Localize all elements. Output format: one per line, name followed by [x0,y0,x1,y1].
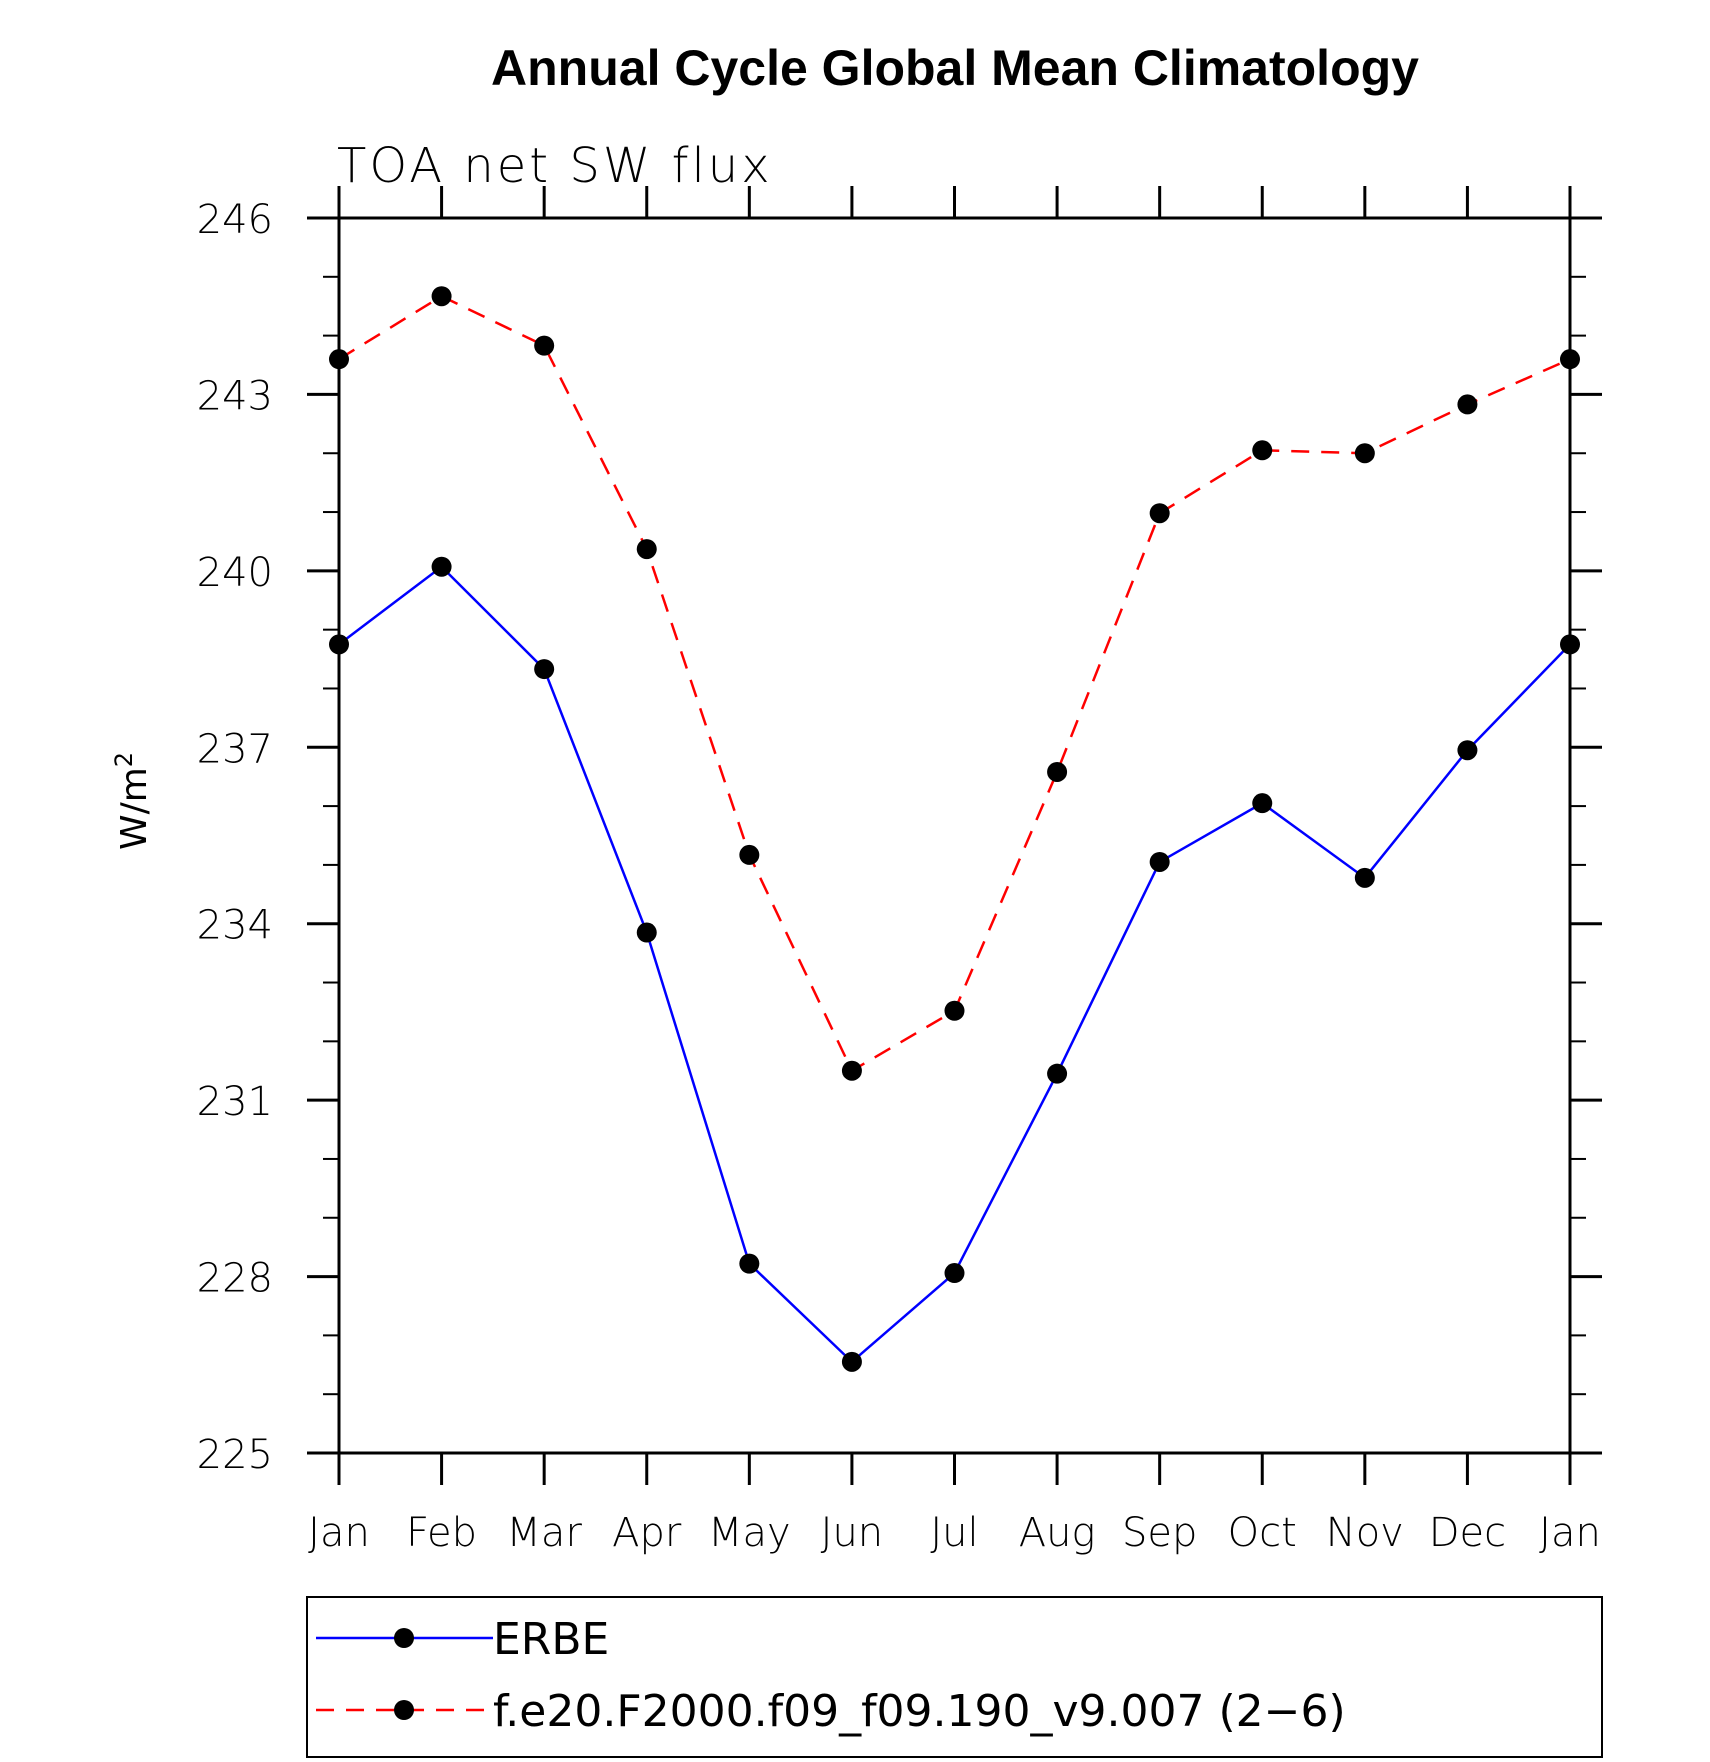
x-tick-label: Oct [1228,1510,1297,1556]
x-tick-label: Jun [821,1510,884,1556]
data-point [1252,793,1273,814]
legend: ERBE f.e20.F2000.f09_f09.190_v9.007 (2−6) [306,1596,1603,1758]
data-point [1047,1063,1068,1084]
legend-marker [394,1628,414,1648]
legend-item-2: f.e20.F2000.f09_f09.190_v9.007 (2−6) [316,1686,1346,1737]
x-tick-label: Mar [506,1510,582,1556]
chart-title: Annual Cycle Global Mean Climatology [491,40,1419,96]
x-tick-label: Dec [1429,1510,1506,1556]
series-layer [329,286,1580,1372]
legend-label: f.e20.F2000.f09_f09.190_v9.007 (2−6) [493,1686,1346,1737]
data-point [534,659,555,680]
axes: 246 243 240 237 234 231 228 225 Jan Feb Mar Apr May J… [197,186,1602,1556]
data-point [1149,851,1170,872]
y-tick-label: 240 [197,550,273,596]
data-point [1149,503,1170,524]
y-axis-label-superscript: 2 [110,752,138,767]
legend-marker [394,1700,414,1720]
chart-subtitle: TOA net SW flux [337,138,773,194]
y-axis-label-text: W/m [114,767,155,850]
data-point [431,556,452,577]
data-point [431,286,452,307]
data-point [329,349,349,370]
legend-label: ERBE [493,1614,609,1665]
data-point [329,634,349,655]
series-line [338,565,1571,1364]
data-point [1252,440,1273,461]
x-tick-label: Jan [308,1510,370,1556]
data-point [841,1351,862,1372]
y-tick-label: 228 [197,1256,273,1302]
data-point [1354,443,1375,464]
data-point [1560,634,1580,655]
y-tick-label: 246 [197,197,273,243]
data-point [636,922,657,943]
y-tick-label: 243 [197,373,273,419]
data-point [1457,740,1478,761]
data-point [841,1060,862,1081]
x-tick-label: Apr [612,1510,682,1556]
series-1 [329,556,1580,1372]
x-tick-label: May [708,1510,791,1556]
y-tick-label: 237 [197,726,273,772]
data-point [944,1000,965,1021]
series-line [338,294,1571,1073]
data-point [739,844,760,865]
data-point [739,1253,760,1274]
y-axis-label: W/m2 [110,752,155,850]
legend-item-1: ERBE [316,1614,609,1665]
data-point [944,1263,965,1284]
legend-box [306,1596,1603,1758]
series-2 [329,286,1580,1081]
data-point [1560,349,1580,370]
y-tick-label: 225 [197,1432,273,1478]
data-point [636,539,657,560]
x-tick-label: Nov [1326,1510,1404,1556]
data-point [534,335,555,356]
data-point [1047,761,1068,782]
data-point [1457,394,1478,415]
x-tick-label: Aug [1019,1510,1096,1556]
x-tick-label: Feb [406,1510,477,1556]
legend-items: ERBE f.e20.F2000.f09_f09.190_v9.007 (2−6) [316,1614,1346,1737]
x-tick-label: Sep [1122,1510,1197,1556]
y-tick-label: 234 [197,903,273,949]
x-tick-label: Jan [1539,1510,1601,1556]
x-tick-label: Jul [930,1510,978,1556]
y-tick-label: 231 [197,1079,273,1125]
data-point [1354,867,1375,888]
